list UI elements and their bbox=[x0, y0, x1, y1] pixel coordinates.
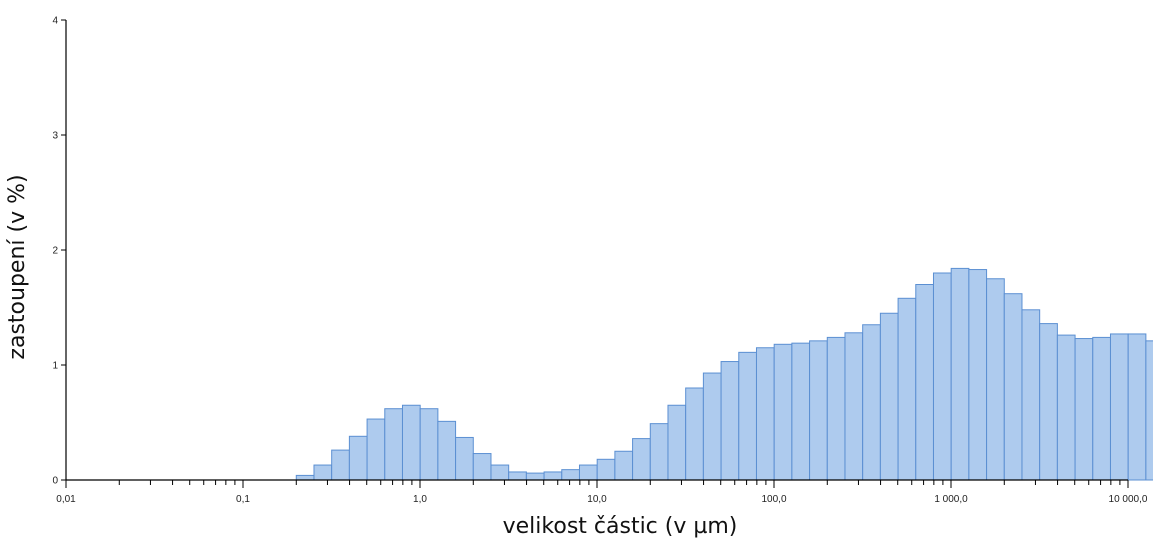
histogram-bar bbox=[702, 372, 722, 481]
histogram-bar bbox=[1074, 338, 1094, 481]
histogram-bar bbox=[755, 347, 775, 481]
histogram-bar bbox=[384, 408, 403, 481]
x-tick-label: 0,01 bbox=[56, 494, 76, 505]
y-axis-title: zastoupení (v %) bbox=[5, 174, 30, 359]
y-tick-label: 0 bbox=[52, 476, 58, 487]
y-tick-label: 2 bbox=[52, 246, 58, 257]
histogram-bar bbox=[508, 471, 527, 481]
histogram-bar bbox=[826, 336, 846, 481]
histogram-bar bbox=[596, 458, 616, 481]
histogram-bars bbox=[295, 267, 1153, 481]
histogram-bar bbox=[614, 450, 634, 481]
histogram-bar bbox=[667, 404, 687, 481]
histogram-bar bbox=[437, 420, 457, 481]
histogram-bar bbox=[1021, 309, 1041, 481]
histogram-bar bbox=[879, 312, 899, 481]
histogram-bar bbox=[348, 435, 368, 481]
histogram-bar bbox=[419, 408, 439, 481]
x-tick-label: 100,0 bbox=[761, 494, 786, 505]
x-axis-title: velikost částic (v µm) bbox=[503, 514, 738, 539]
y-tick-label: 1 bbox=[52, 361, 58, 372]
histogram-bar bbox=[844, 332, 864, 481]
histogram-bar bbox=[632, 438, 651, 481]
histogram-bar bbox=[490, 464, 510, 481]
histogram-bar bbox=[525, 472, 545, 481]
histogram-bar bbox=[649, 423, 669, 481]
histogram-bar bbox=[366, 418, 386, 481]
histogram-bar bbox=[897, 297, 917, 481]
x-axis: 0,01 0,1 1,0 10,0 100,0 1 000,0 10 000,0 bbox=[56, 479, 1148, 505]
histogram-bar bbox=[561, 469, 580, 481]
histogram-bar bbox=[1109, 333, 1129, 481]
histogram-bar bbox=[543, 471, 563, 481]
histogram-bar bbox=[950, 267, 970, 481]
histogram-bar bbox=[295, 474, 315, 481]
histogram-bar bbox=[915, 284, 934, 481]
histogram-bar bbox=[472, 453, 492, 481]
histogram-bar bbox=[773, 343, 793, 481]
histogram-bar bbox=[738, 351, 757, 481]
histogram-bar bbox=[1003, 293, 1023, 481]
histogram-bar bbox=[986, 278, 1005, 481]
y-axis: 0 1 2 3 4 bbox=[52, 16, 67, 487]
histogram-bar bbox=[1039, 323, 1058, 481]
histogram-bar bbox=[313, 464, 333, 481]
y-tick-label: 3 bbox=[52, 131, 58, 142]
x-tick-label: 1 000,0 bbox=[934, 494, 968, 505]
histogram-bar bbox=[720, 361, 740, 481]
histogram-bar bbox=[455, 436, 474, 481]
histogram-bar bbox=[1145, 340, 1153, 481]
histogram-bar bbox=[809, 340, 828, 481]
histogram-bar bbox=[401, 404, 421, 481]
histogram-bar bbox=[1056, 334, 1076, 481]
histogram-bar bbox=[968, 269, 988, 481]
y-tick-label: 4 bbox=[52, 16, 58, 27]
histogram-bar bbox=[932, 272, 952, 481]
histogram-bar bbox=[578, 464, 598, 481]
histogram-bar bbox=[1127, 333, 1147, 481]
x-tick-label: 1,0 bbox=[413, 494, 427, 505]
x-tick-label: 10 000,0 bbox=[1109, 494, 1148, 505]
x-tick-label: 10,0 bbox=[587, 494, 607, 505]
histogram-bar bbox=[685, 387, 704, 481]
x-tick-label: 0,1 bbox=[236, 494, 250, 505]
histogram-bar bbox=[791, 342, 811, 481]
histogram-bar bbox=[1092, 336, 1111, 481]
histogram-bar bbox=[331, 449, 350, 481]
histogram-bar bbox=[862, 324, 881, 481]
